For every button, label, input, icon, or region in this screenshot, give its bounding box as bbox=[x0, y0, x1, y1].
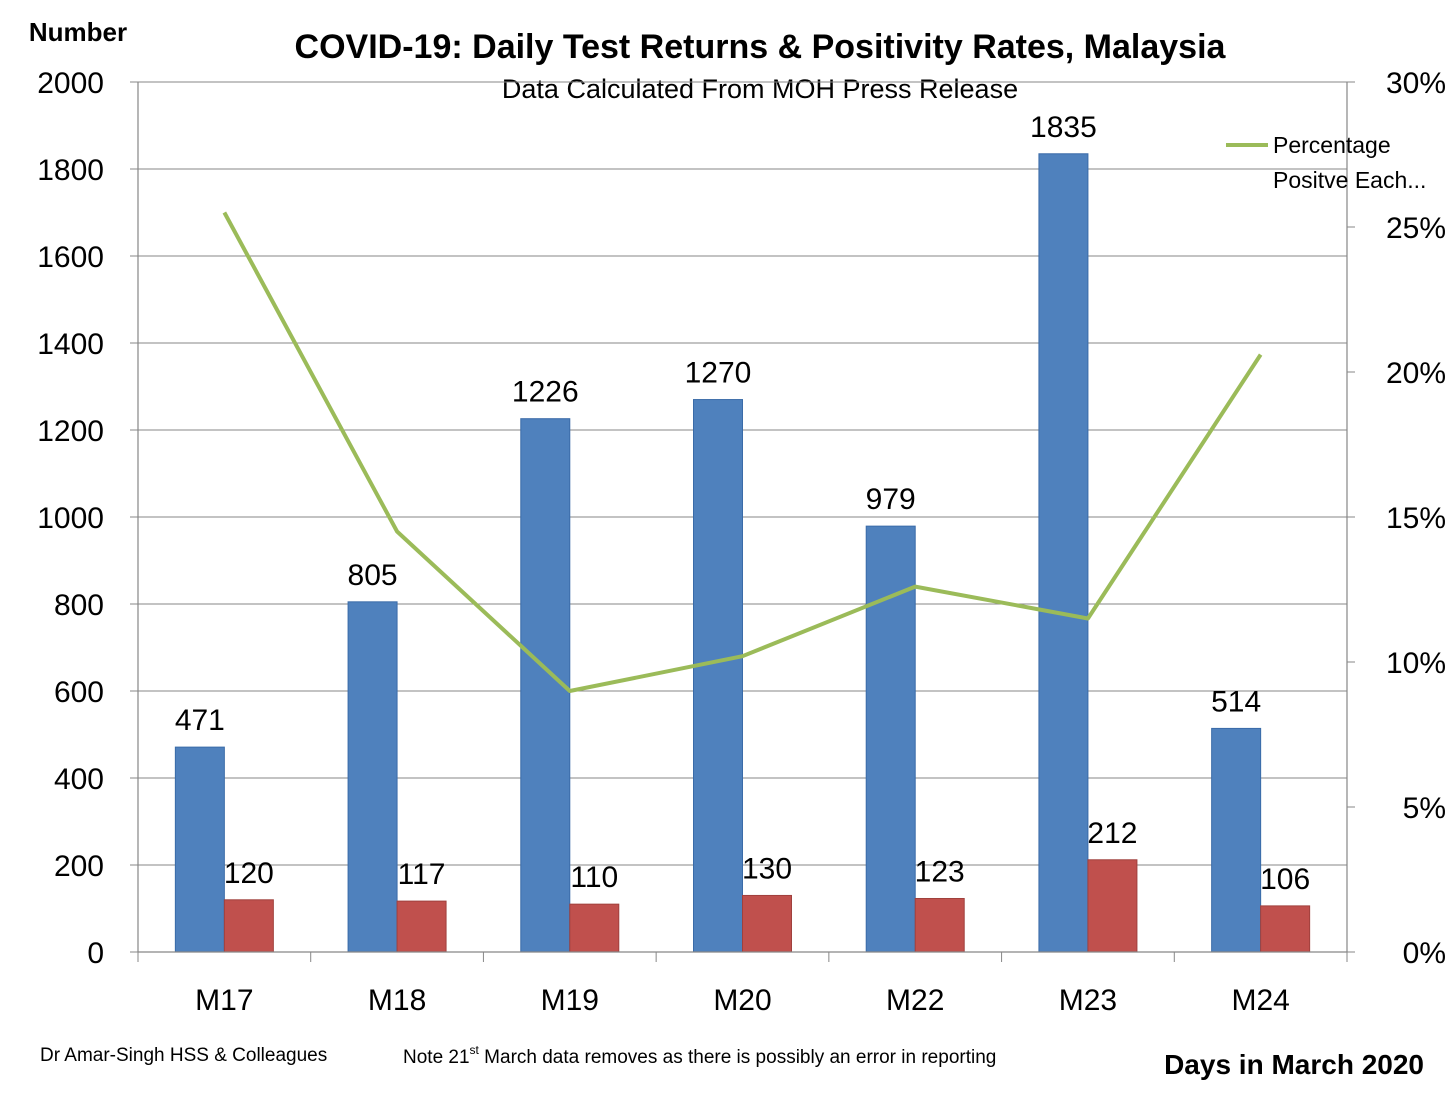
data-label-tests: 1270 bbox=[685, 357, 752, 390]
data-label-tests: 1835 bbox=[1030, 111, 1097, 144]
axes: 0 200 400 600 800 1000 1200 1400 1600 1800 2000 0% 5… bbox=[37, 67, 1446, 1017]
data-labels: 471 805 1226 1270 979 1835 514 120 117 110 130 123 2… bbox=[175, 111, 1310, 896]
bar-positive bbox=[396, 900, 447, 953]
y-tick-label: 200 bbox=[54, 850, 104, 883]
y-tick-label: 400 bbox=[54, 763, 104, 796]
data-label-positive: 123 bbox=[915, 855, 965, 888]
data-label-positive: 106 bbox=[1260, 863, 1310, 896]
y-tick-label: 2000 bbox=[37, 67, 104, 100]
bar-positive bbox=[742, 894, 792, 953]
bar-tests bbox=[693, 399, 743, 953]
data-label-positive: 120 bbox=[224, 857, 274, 890]
y-tick-label: 1200 bbox=[37, 415, 104, 448]
bar-tests bbox=[347, 601, 398, 953]
bar-positive bbox=[1260, 905, 1311, 953]
footnote-text: Note 21st March data removes as there is… bbox=[403, 1043, 996, 1068]
y2-tick-label: 30% bbox=[1386, 67, 1446, 100]
data-label-tests: 514 bbox=[1211, 685, 1261, 718]
data-label-positive: 117 bbox=[398, 858, 446, 891]
y-tick-label: 800 bbox=[54, 589, 104, 622]
legend: Percentage Positve Each... bbox=[1226, 132, 1426, 193]
bar-positive bbox=[223, 899, 274, 953]
x-tick-label: M17 bbox=[195, 984, 253, 1017]
data-label-positive: 110 bbox=[570, 861, 618, 894]
bar-positive bbox=[1087, 859, 1138, 953]
bar-tests bbox=[1038, 153, 1089, 953]
bar-positive bbox=[914, 897, 965, 953]
x-tick-label: M23 bbox=[1059, 984, 1117, 1017]
legend-label-line1: Percentage bbox=[1273, 132, 1391, 158]
y-tick-label: 1000 bbox=[37, 502, 104, 535]
bar-positive bbox=[569, 903, 620, 953]
y-tick-label: 600 bbox=[54, 676, 104, 709]
legend-label-line2: Positve Each... bbox=[1273, 167, 1426, 193]
y2-tick-label: 10% bbox=[1386, 647, 1446, 680]
data-label-tests: 471 bbox=[175, 704, 225, 737]
y-tick-label: 0 bbox=[87, 937, 104, 970]
x-tick-label: M24 bbox=[1231, 984, 1289, 1017]
x-tick-label: M22 bbox=[886, 984, 944, 1017]
data-label-tests: 979 bbox=[866, 483, 916, 516]
percentage-line bbox=[222, 211, 1263, 693]
data-label-positive: 130 bbox=[742, 852, 792, 885]
data-label-positive: 212 bbox=[1087, 817, 1137, 850]
y2-tick-label: 0% bbox=[1403, 937, 1446, 970]
bar-tests bbox=[174, 746, 225, 953]
credit-text: Dr Amar-Singh HSS & Colleagues bbox=[40, 1045, 327, 1066]
data-label-tests: 805 bbox=[348, 559, 398, 592]
bars bbox=[174, 153, 1311, 953]
y-tick-label: 1800 bbox=[37, 154, 104, 187]
y-tick-label: 1400 bbox=[37, 328, 104, 361]
y2-tick-label: 15% bbox=[1386, 502, 1446, 535]
line-percentage-positive bbox=[222, 211, 1263, 693]
y-tick-label: 1600 bbox=[37, 241, 104, 274]
y-axis-label: Number bbox=[29, 17, 127, 47]
data-label-tests: 1226 bbox=[512, 376, 579, 409]
chart-title: COVID-19: Daily Test Returns & Positivit… bbox=[295, 28, 1227, 66]
y2-tick-label: 25% bbox=[1386, 212, 1446, 245]
bar-tests bbox=[1211, 727, 1262, 953]
x-tick-label: M19 bbox=[541, 984, 599, 1017]
y2-tick-label: 5% bbox=[1403, 792, 1446, 825]
x-axis-label: Days in March 2020 bbox=[1164, 1049, 1424, 1080]
chart-subtitle: Data Calculated From MOH Press Release bbox=[502, 74, 1018, 104]
x-tick-label: M18 bbox=[368, 984, 426, 1017]
y2-tick-label: 20% bbox=[1386, 357, 1446, 390]
x-tick-label: M20 bbox=[713, 984, 771, 1017]
